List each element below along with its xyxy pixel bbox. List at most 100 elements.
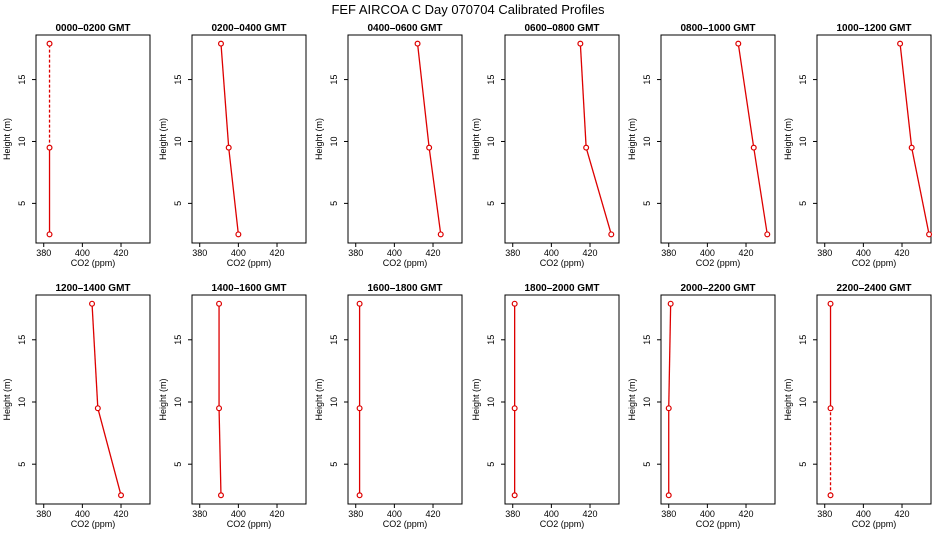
- plot-frame: [191, 34, 307, 244]
- data-point: [94, 405, 101, 412]
- data-point: [217, 40, 224, 47]
- y-tick-label: 5: [329, 462, 339, 467]
- x-tick-label: 380: [505, 509, 520, 519]
- data-point: [511, 405, 518, 412]
- profile-panel-2: 0200–0400 GMT 380 400 420 5 10 15 CO2 (ppm) Heig…: [158, 23, 307, 268]
- x-tick-label: 380: [36, 248, 51, 258]
- x-axis-label: CO2 (ppm): [540, 519, 585, 529]
- x-tick-label: 420: [895, 248, 910, 258]
- plot-frame: [191, 294, 307, 505]
- y-tick-label: 15: [173, 335, 183, 345]
- data-point: [46, 40, 53, 47]
- panel-title: 1600–1800 GMT: [367, 283, 442, 294]
- y-axis-label: Height (m): [783, 378, 793, 420]
- data-point: [827, 492, 834, 499]
- x-tick-label: 380: [348, 248, 363, 258]
- panel-title: 1400–1600 GMT: [211, 283, 286, 294]
- y-tick-label: 5: [486, 462, 496, 467]
- data-point: [46, 144, 53, 151]
- x-tick-label: 420: [270, 509, 285, 519]
- y-tick-label: 10: [642, 136, 652, 146]
- data-point: [216, 300, 223, 307]
- x-tick-label: 380: [192, 509, 207, 519]
- profile-panel-12: 2200–2400 GMT 380 400 420 5 10 15 CO2 (ppm) Heig…: [783, 283, 932, 529]
- y-tick-label: 10: [486, 397, 496, 407]
- data-point: [764, 231, 771, 238]
- x-axis-label: CO2 (ppm): [696, 258, 741, 268]
- data-point: [216, 405, 223, 412]
- plot-frame: [347, 294, 463, 505]
- x-axis-label: CO2 (ppm): [383, 258, 428, 268]
- profile-panel-11: 2000–2200 GMT 380 400 420 5 10 15 CO2 (ppm) Heig…: [627, 283, 776, 529]
- y-tick-label: 5: [173, 201, 183, 206]
- plot-frame: [660, 294, 776, 505]
- x-axis-label: CO2 (ppm): [227, 258, 272, 268]
- x-tick-label: 400: [856, 509, 871, 519]
- x-tick-label: 380: [661, 509, 676, 519]
- y-axis-label: Height (m): [158, 118, 168, 160]
- x-axis-label: CO2 (ppm): [852, 519, 897, 529]
- profile-panel-4: 0600–0800 GMT 380 400 420 5 10 15 CO2 (ppm) Heig…: [471, 23, 620, 268]
- y-axis-label: Height (m): [627, 378, 637, 420]
- plot-frame: [35, 294, 151, 505]
- y-tick-label: 5: [329, 201, 339, 206]
- y-tick-label: 15: [642, 335, 652, 345]
- y-axis-label: Height (m): [314, 378, 324, 420]
- data-point: [827, 405, 834, 412]
- y-axis-label: Height (m): [158, 378, 168, 420]
- series-segment: [220, 43, 230, 148]
- panel-title: 0600–0800 GMT: [524, 23, 599, 34]
- y-axis-label: Height (m): [471, 118, 481, 160]
- plot-frame: [504, 34, 620, 244]
- x-tick-label: 400: [700, 248, 715, 258]
- plot-frame: [35, 34, 151, 244]
- x-tick-label: 420: [895, 509, 910, 519]
- y-tick-label: 10: [173, 397, 183, 407]
- profile-panel-7: 1200–1400 GMT 380 400 420 5 10 15 CO2 (ppm) Heig…: [2, 283, 151, 529]
- data-point: [235, 231, 242, 238]
- x-tick-label: 400: [544, 248, 559, 258]
- panel-title: 1200–1400 GMT: [55, 283, 130, 294]
- series-segment: [911, 147, 930, 235]
- x-tick-label: 380: [817, 248, 832, 258]
- x-tick-label: 400: [856, 248, 871, 258]
- y-tick-label: 5: [17, 201, 27, 206]
- data-point: [908, 144, 915, 151]
- y-tick-label: 10: [329, 136, 339, 146]
- series-segment: [668, 303, 672, 409]
- y-tick-label: 15: [17, 75, 27, 85]
- x-axis-label: CO2 (ppm): [227, 519, 272, 529]
- data-point: [511, 492, 518, 499]
- x-tick-label: 380: [36, 509, 51, 519]
- data-point: [46, 231, 53, 238]
- panel-title: 1800–2000 GMT: [524, 283, 599, 294]
- data-point: [356, 300, 363, 307]
- data-point: [217, 492, 224, 499]
- y-tick-label: 10: [798, 136, 808, 146]
- y-tick-label: 15: [798, 335, 808, 345]
- x-tick-label: 420: [739, 248, 754, 258]
- y-axis-label: Height (m): [627, 118, 637, 160]
- x-tick-label: 420: [114, 248, 129, 258]
- data-point: [926, 231, 933, 238]
- x-tick-label: 380: [192, 248, 207, 258]
- x-tick-label: 420: [583, 248, 598, 258]
- panel-title: 2000–2200 GMT: [680, 283, 755, 294]
- plot-frame: [347, 34, 463, 244]
- x-tick-label: 380: [661, 248, 676, 258]
- y-tick-label: 10: [17, 136, 27, 146]
- data-point: [665, 405, 672, 412]
- plot-frame: [504, 294, 620, 505]
- data-point: [437, 231, 444, 238]
- panel-title: 0400–0600 GMT: [367, 23, 442, 34]
- data-point: [583, 144, 590, 151]
- y-tick-label: 5: [642, 462, 652, 467]
- x-axis-label: CO2 (ppm): [71, 519, 116, 529]
- y-tick-label: 15: [486, 335, 496, 345]
- series-segment: [91, 303, 99, 409]
- y-axis-label: Height (m): [471, 378, 481, 420]
- y-tick-label: 15: [486, 75, 496, 85]
- y-tick-label: 5: [173, 462, 183, 467]
- x-tick-label: 380: [348, 509, 363, 519]
